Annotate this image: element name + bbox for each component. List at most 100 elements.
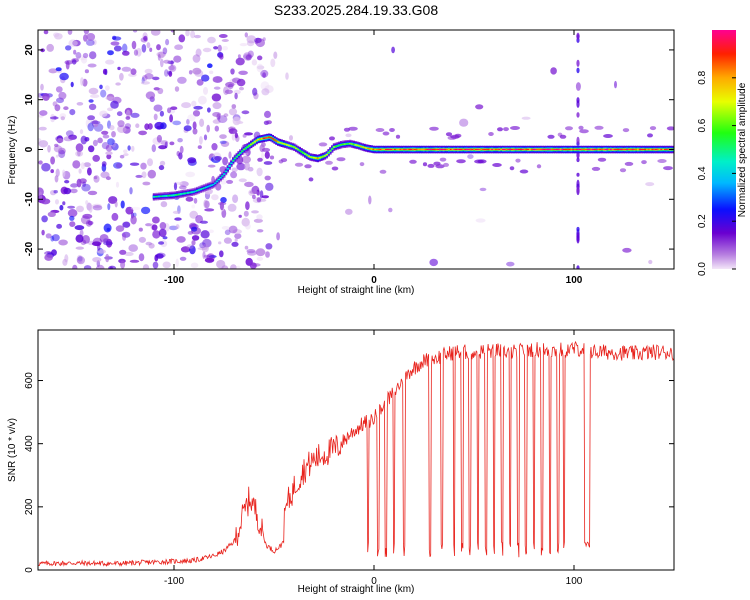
ridge-cell bbox=[282, 143, 285, 145]
noise-speckle bbox=[103, 238, 109, 243]
noise-speckle bbox=[194, 34, 201, 39]
noise-speckle bbox=[41, 162, 51, 172]
noise-speckle bbox=[133, 49, 139, 56]
noise-speckle bbox=[173, 182, 178, 191]
noise-speckle bbox=[252, 87, 258, 96]
ridge-cell bbox=[338, 144, 341, 146]
ridge-cell bbox=[647, 148, 651, 151]
noise-speckle bbox=[197, 145, 202, 150]
noise-speckle bbox=[45, 233, 52, 239]
noise-speckle bbox=[141, 171, 147, 179]
ridge-cell bbox=[649, 148, 652, 151]
noise-speckle bbox=[202, 47, 212, 53]
ridge-cell bbox=[201, 188, 204, 190]
ridge-cell bbox=[563, 148, 566, 151]
ridge-cell bbox=[415, 148, 418, 151]
ridge-cell bbox=[185, 192, 188, 194]
ridge-cell bbox=[655, 148, 658, 151]
noise-speckle bbox=[172, 210, 181, 214]
ridge-cell bbox=[516, 148, 519, 151]
noise-speckle bbox=[265, 182, 274, 191]
snr-panel: -100 0 100 0 200 400 600 Height of straight l… bbox=[7, 329, 675, 595]
ridge-cell bbox=[615, 148, 618, 151]
noise-speckle bbox=[138, 253, 145, 262]
noise-speckle bbox=[622, 247, 632, 253]
noise-speckle bbox=[77, 149, 81, 157]
ridge-cell bbox=[455, 148, 458, 151]
ridge-cell bbox=[246, 146, 249, 148]
noise-speckle bbox=[219, 134, 227, 140]
noise-speckle bbox=[156, 44, 161, 51]
noise-speckle bbox=[160, 201, 168, 208]
ridge-cell bbox=[233, 157, 237, 160]
noise-speckle bbox=[479, 187, 487, 192]
noise-speckle bbox=[86, 33, 96, 41]
ridge-cell bbox=[314, 157, 318, 159]
x-tick-label: 0 bbox=[371, 275, 377, 286]
noise-speckle bbox=[185, 30, 190, 37]
noise-speckle bbox=[43, 30, 49, 35]
noise-speckle bbox=[195, 48, 202, 57]
ridge-cell bbox=[206, 185, 210, 188]
ridge-cell bbox=[453, 148, 456, 151]
ridge-cell bbox=[183, 192, 186, 195]
noise-speckle bbox=[236, 265, 241, 269]
noise-speckle bbox=[578, 125, 584, 130]
ridge-cell bbox=[606, 148, 609, 151]
ridge-cell bbox=[237, 154, 240, 156]
noise-speckle bbox=[180, 246, 191, 253]
noise-speckle bbox=[107, 138, 115, 146]
noise-speckle bbox=[85, 200, 89, 206]
noise-speckle bbox=[382, 131, 390, 136]
noise-speckle bbox=[76, 256, 85, 265]
noise-speckle bbox=[169, 114, 174, 123]
ridge-cell bbox=[635, 148, 638, 151]
noise-speckle bbox=[83, 162, 91, 168]
ridge-cell bbox=[413, 148, 417, 151]
ridge-cell bbox=[176, 194, 179, 196]
noise-speckle bbox=[145, 241, 153, 246]
ridge-cell bbox=[592, 148, 595, 151]
noise-speckle bbox=[174, 86, 180, 92]
ridge-cell bbox=[269, 137, 273, 139]
noise-speckle bbox=[135, 123, 140, 128]
noise-speckle bbox=[117, 125, 127, 133]
noise-speckle bbox=[99, 234, 109, 243]
noise-speckle bbox=[59, 204, 64, 211]
ridge-cell bbox=[491, 148, 494, 151]
ridge-cell bbox=[629, 148, 633, 151]
ridge-cell bbox=[163, 195, 166, 197]
ridge-cell bbox=[568, 148, 571, 151]
ridge-cell bbox=[289, 145, 292, 147]
noise-speckle bbox=[174, 217, 182, 221]
ridge-cell bbox=[329, 150, 332, 152]
noise-speckle bbox=[231, 241, 239, 247]
noise-speckle bbox=[186, 118, 190, 125]
noise-speckle bbox=[72, 41, 78, 46]
noise-speckle bbox=[256, 214, 263, 220]
noise-speckle bbox=[591, 166, 601, 171]
noise-speckle bbox=[62, 201, 66, 206]
noise-speckle bbox=[202, 238, 212, 248]
noise-speckle bbox=[42, 93, 50, 101]
noise-speckle bbox=[54, 175, 59, 183]
ridge-cell bbox=[244, 147, 247, 149]
ridge-cell bbox=[169, 194, 172, 197]
ridge-cell bbox=[273, 139, 276, 141]
ridge-cell bbox=[208, 185, 211, 187]
noise-speckle bbox=[256, 197, 262, 203]
noise-speckle bbox=[187, 157, 197, 164]
noise-speckle bbox=[208, 229, 214, 234]
noise-speckle bbox=[348, 126, 358, 131]
noise-speckle bbox=[84, 69, 89, 74]
noise-speckle bbox=[99, 110, 108, 117]
noise-speckle bbox=[222, 46, 228, 51]
noise-speckle bbox=[325, 160, 333, 165]
noise-speckle bbox=[201, 244, 209, 253]
noise-speckle bbox=[83, 34, 88, 42]
noise-speckle bbox=[445, 132, 453, 137]
ridge-cell bbox=[476, 148, 480, 151]
ridge-cell bbox=[440, 148, 444, 151]
noise-speckle bbox=[69, 215, 75, 221]
noise-speckle bbox=[63, 187, 72, 195]
